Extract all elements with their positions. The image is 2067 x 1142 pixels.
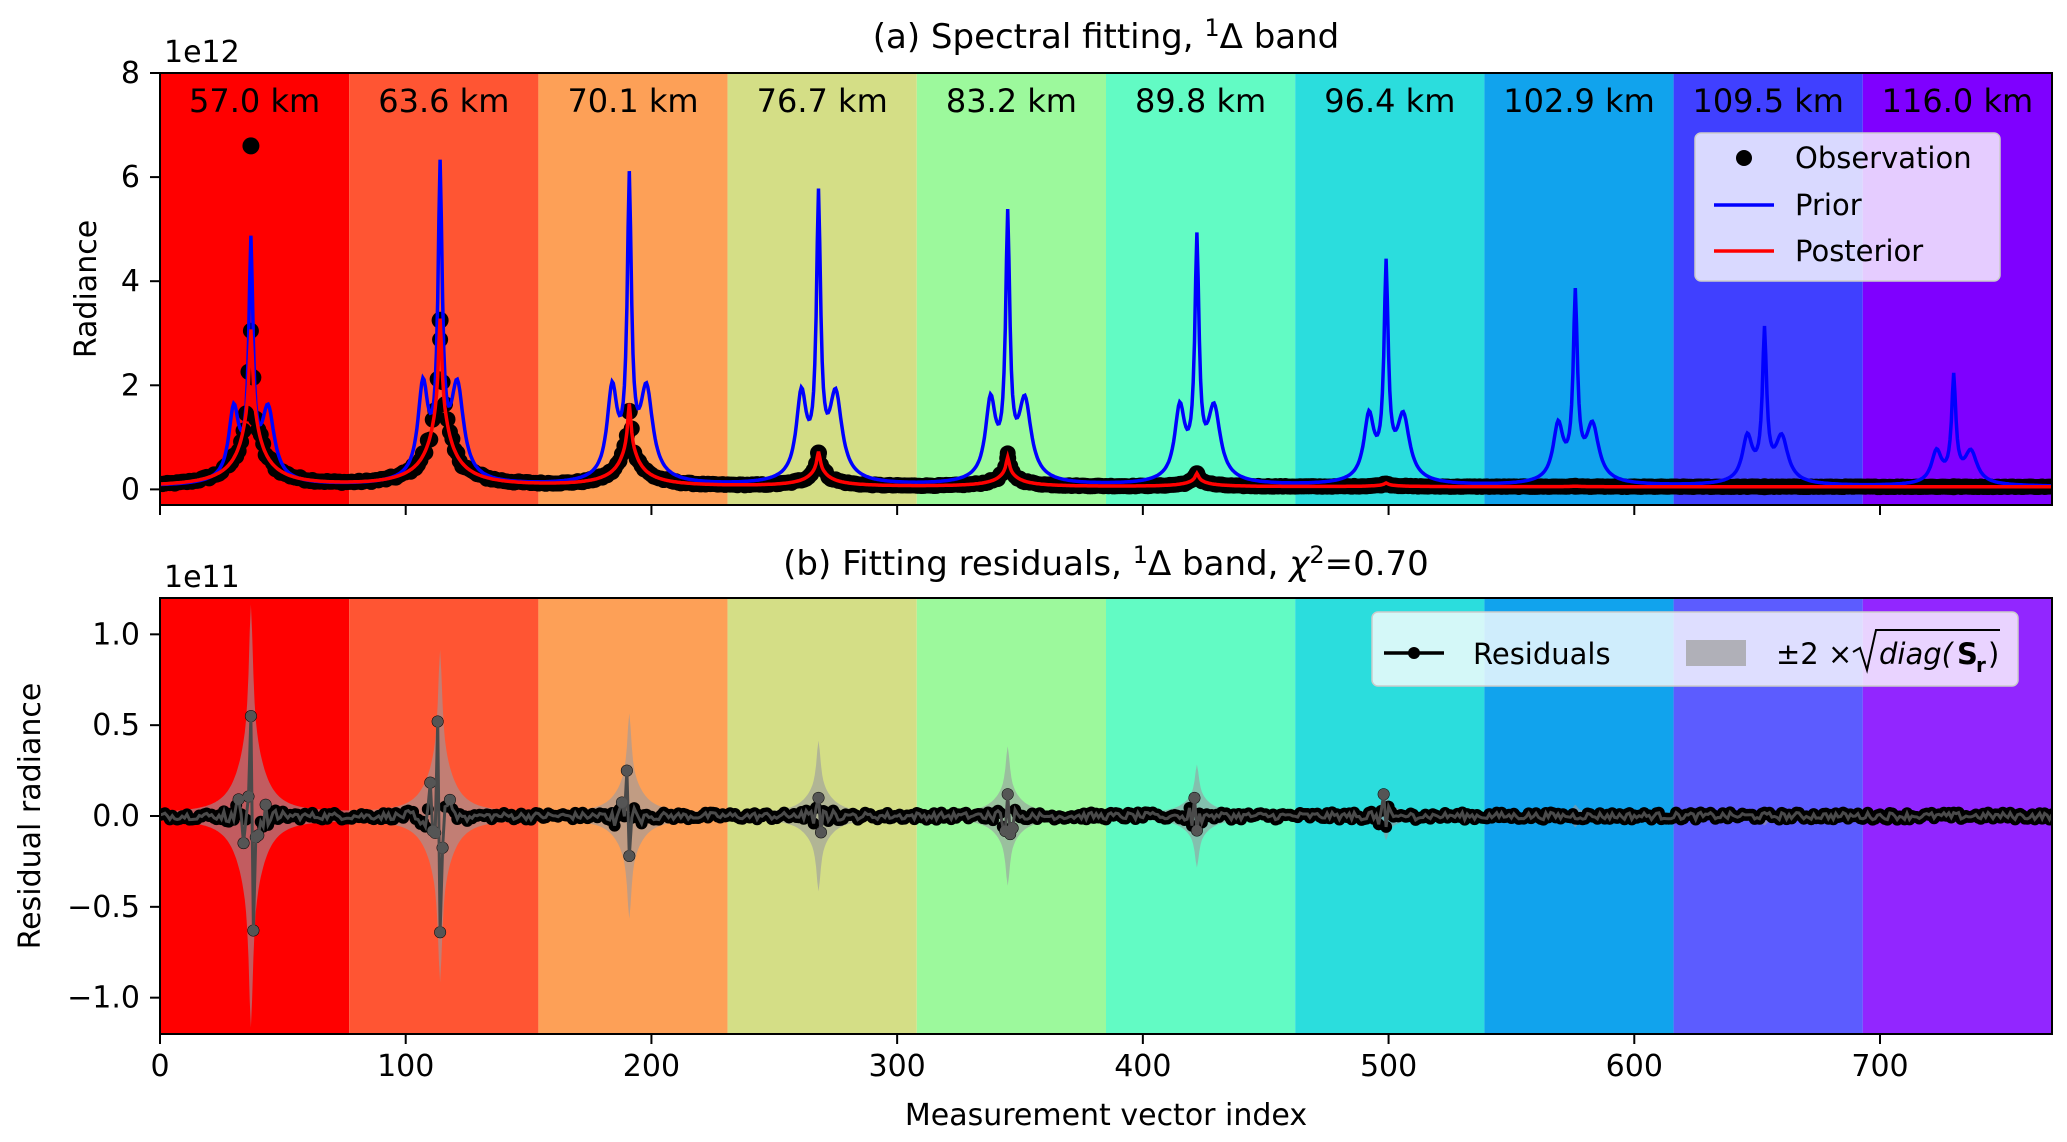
spectral-curves <box>160 137 2052 496</box>
ytick-label-b: 0.0 <box>92 799 140 834</box>
residual-point-large <box>252 829 264 841</box>
axes-frame-a <box>159 72 2053 506</box>
observation-peak-0 <box>242 137 260 155</box>
residual-point-large <box>1191 825 1203 837</box>
legend-a: Observation Prior Posterior <box>1694 132 2001 282</box>
legend-observation-marker <box>1736 150 1752 166</box>
residual-point-large <box>621 765 633 777</box>
y-axis-label-b: Residual radiance <box>13 683 48 950</box>
residual-point-large <box>813 792 825 804</box>
residual-point-large <box>242 791 254 803</box>
xtick-label-b: 500 <box>1360 1049 1417 1084</box>
y-axis-label-a: Radiance <box>69 220 104 358</box>
residual-point-large <box>260 799 272 811</box>
residual-point-large <box>1002 788 1014 800</box>
xtick-label-b: 300 <box>869 1049 926 1084</box>
residual-point-large <box>238 837 250 849</box>
residual-curves <box>160 604 2052 1028</box>
ytick-label-a: 0 <box>121 472 140 507</box>
band-label-8: 109.5 km <box>1692 82 1843 120</box>
legend-uncertainty-label: ±2 × diag( S r ) <box>1776 629 2000 677</box>
residual-point-large <box>623 850 635 862</box>
ytick-label-a: 8 <box>121 56 140 91</box>
residual-point-large <box>434 926 446 938</box>
ytick-label-b: −1.0 <box>67 981 140 1016</box>
svg-text:±2 ×: ±2 × <box>1776 637 1852 671</box>
svg-text:): ) <box>1988 637 1999 671</box>
spectral-fitting-panel: 57.0 km 63.6 km 70.1 km 76.7 km 83.2 km 89.8 … <box>69 14 2053 515</box>
residual-point-large <box>444 794 456 806</box>
residual-point-large <box>233 793 245 805</box>
legend-observation-label: Observation <box>1795 141 1972 175</box>
band-bg-a-7 <box>1484 73 1674 505</box>
ytick-label-b: 1.0 <box>92 617 140 652</box>
xtick-label-b: 600 <box>1606 1049 1663 1084</box>
residual-point-large <box>616 796 628 808</box>
band-label-7: 102.9 km <box>1503 82 1654 120</box>
sqrt-sign-icon <box>1852 629 2000 674</box>
residual-point-large <box>1007 822 1019 834</box>
altitude-band-labels: 57.0 km 63.6 km 70.1 km 76.7 km 83.2 km 89.8 … <box>189 82 2033 120</box>
band-label-2: 70.1 km <box>567 82 698 120</box>
band-label-1: 63.6 km <box>378 82 509 120</box>
title-b: (b) Fitting residuals, 1Δ band, χ2=0.70 <box>783 541 1429 584</box>
ytick-label-a: 6 <box>121 160 140 195</box>
legend-b: Residuals ±2 × diag( S r ) <box>1371 611 2019 687</box>
residual-point-large <box>815 826 827 838</box>
band-bg-a-6 <box>1295 73 1485 505</box>
residual-point-large <box>429 827 441 839</box>
band-label-6: 96.4 km <box>1324 82 1455 120</box>
xtick-label-b: 700 <box>1851 1049 1908 1084</box>
band-label-9: 116.0 km <box>1882 82 2033 120</box>
xtick-label-b: 200 <box>623 1049 680 1084</box>
legend-posterior-label: Posterior <box>1795 234 1923 268</box>
residual-point-large <box>1188 792 1200 804</box>
residual-point-large <box>1378 788 1390 800</box>
residual-point-large <box>432 716 444 728</box>
band-label-0: 57.0 km <box>189 82 320 120</box>
ytick-label-b: −0.5 <box>67 890 140 925</box>
legend-residuals-label: Residuals <box>1473 637 1611 671</box>
ytick-label-a: 4 <box>121 264 140 299</box>
x-ticks-b: 0 100 200 300 400 500 600 700 <box>150 1034 1909 1084</box>
prior-line <box>160 159 2052 488</box>
xtick-label-b: 0 <box>150 1049 169 1084</box>
x-ticks-a <box>159 505 1881 515</box>
band-label-4: 83.2 km <box>946 82 1077 120</box>
band-label-5: 89.8 km <box>1135 82 1266 120</box>
y-ticks-b: −1.0 −0.5 0.0 0.5 1.0 <box>67 617 160 1016</box>
ytick-label-a: 2 <box>121 368 140 403</box>
ytick-label-b: 0.5 <box>92 708 140 743</box>
residuals-panel: −1.0 −0.5 0.0 0.5 1.0 0 100 200 300 400 500 600 700… <box>13 541 2053 1133</box>
band-bg-a-5 <box>1106 73 1296 505</box>
band-bg-a-0 <box>160 73 350 505</box>
title-a: (a) Spectral fitting, 1Δ band <box>873 14 1340 57</box>
y-ticks-a: 0 2 4 6 8 <box>121 56 160 507</box>
xtick-label-b: 100 <box>377 1049 434 1084</box>
residual-point-large <box>245 710 257 722</box>
x-axis-label: Measurement vector index <box>905 1098 1307 1133</box>
residual-point-large <box>437 842 449 854</box>
legend-residuals-marker <box>1408 647 1420 659</box>
residual-point-large <box>424 777 436 789</box>
legend-prior-label: Prior <box>1795 188 1862 222</box>
legend-uncertainty-patch <box>1686 640 1746 666</box>
legend-a-box <box>1694 132 2001 282</box>
residual-point-large <box>247 924 259 936</box>
y-multiplier-b: 1e11 <box>164 560 240 595</box>
posterior-line <box>160 318 2052 489</box>
svg-text:diag(: diag( <box>1879 637 1955 671</box>
y-multiplier-a: 1e12 <box>164 35 240 70</box>
residual-points-overlay <box>233 710 1390 938</box>
band-bg-a-4 <box>916 73 1106 505</box>
residual-line <box>160 716 2052 933</box>
svg-text:S: S <box>1957 637 1978 671</box>
xtick-label-b: 400 <box>1114 1049 1171 1084</box>
svg-text:r: r <box>1976 653 1986 677</box>
band-label-3: 76.7 km <box>757 82 888 120</box>
